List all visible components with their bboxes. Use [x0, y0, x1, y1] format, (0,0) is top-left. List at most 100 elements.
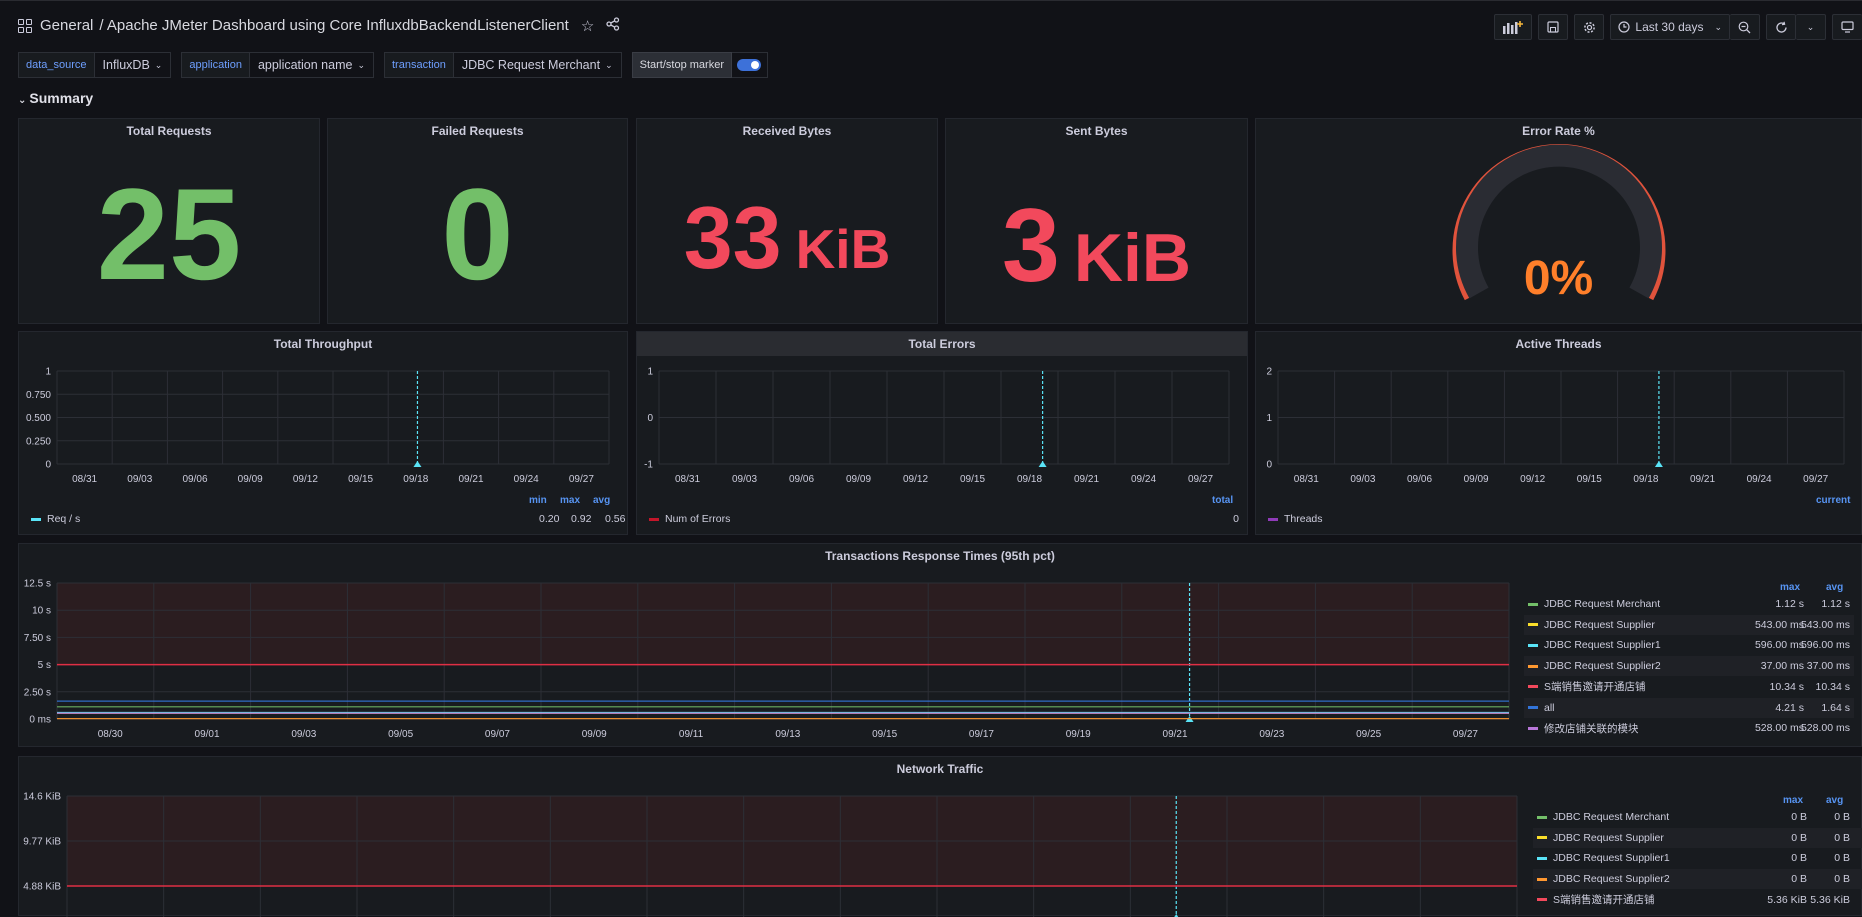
y-tick-label: 0 — [647, 413, 653, 424]
x-tick-label: 09/27 — [1803, 474, 1828, 485]
x-tick-label: 09/03 — [291, 729, 316, 740]
x-tick-label: 09/05 — [388, 729, 413, 740]
panel-total-throughput[interactable]: Total Throughput 1 0.750 0.500 0.250 0 08/31 0… — [18, 331, 628, 535]
network-traffic-chart: 14.6 KiB 9.77 KiB 4.88 KiB — [23, 792, 1518, 917]
x-tick-label: 09/09 — [582, 729, 607, 740]
panel-total-requests[interactable]: Total Requests 25 — [18, 118, 320, 324]
received-bytes-value: 33 — [683, 188, 782, 287]
y-tick-label: 1 — [647, 367, 653, 378]
panel-title: Error Rate % — [1522, 124, 1595, 138]
legend-item[interactable]: JDBC Request Supplier2 37.00 ms 37.00 ms — [1524, 656, 1854, 677]
panel-title: Active Threads — [1515, 337, 1602, 351]
received-bytes-display: 33 KiB — [637, 187, 937, 289]
x-tick-label: 09/06 — [789, 474, 814, 485]
legend-header-avg[interactable]: avg — [1826, 582, 1844, 593]
refresh-interval-button[interactable]: ⌄ — [1796, 14, 1826, 40]
zoom-out-button[interactable] — [1730, 14, 1760, 40]
x-tick-label: 09/21 — [1690, 474, 1715, 485]
save-dashboard-button[interactable] — [1538, 14, 1569, 40]
legend-item[interactable]: JDBC Request Supplier1 596.00 ms 596.00 ms — [1524, 635, 1854, 655]
chevron-down-icon: ⌄ — [1806, 21, 1815, 32]
legend-header-max: max — [560, 495, 581, 506]
legend-max: 0 B — [1791, 852, 1807, 865]
response-times-chart: 12.5 s 10 s 7.50 s 5 s 2.50 s 0 ms 08/30 09/01 0… — [24, 579, 1510, 740]
x-tick-label: 09/06 — [1407, 474, 1432, 485]
chevron-down-icon: ⌄ — [605, 59, 613, 70]
legend-item[interactable]: JDBC Request Merchant 1.12 s 1.12 s — [1524, 594, 1854, 614]
panel-title: Total Requests — [126, 124, 212, 138]
legend-avg: 0 B — [1834, 873, 1850, 886]
legend-label: JDBC Request Merchant — [1553, 811, 1670, 823]
legend-label: Req / s — [47, 513, 81, 525]
legend-label: S端销售邀请开通店铺 — [1553, 894, 1655, 907]
share-icon[interactable] — [606, 16, 620, 35]
legend-item[interactable]: Req / s 0.20 0.92 0.56 — [31, 509, 625, 529]
threads-chart: 2 1 0 08/31 09/03 09/06 09/09 09/12 09/15 09/18 09… — [1266, 367, 1845, 485]
panel-received-bytes[interactable]: Received Bytes 33 KiB — [636, 118, 938, 324]
x-tick-label: 09/17 — [969, 729, 994, 740]
application-select[interactable]: application name ⌄ — [249, 52, 374, 78]
breadcrumb-folder[interactable]: General — [40, 17, 94, 34]
legend-item[interactable]: S端销售邀请开通店铺 5.36 KiB 5.36 KiB — [1533, 890, 1862, 910]
panel-error-rate[interactable]: Error Rate % 0% — [1255, 118, 1862, 324]
x-tick-label: 09/19 — [1066, 729, 1091, 740]
panel-network-traffic[interactable]: Network Traffic 14.6 KiB 9.77 KiB 4.88 KiB… — [18, 756, 1862, 917]
legend-header-max[interactable]: max — [1783, 795, 1804, 806]
x-tick-label: 09/23 — [1259, 729, 1284, 740]
legend-total: 0 — [1233, 513, 1239, 525]
variable-data-source: data_source InfluxDB ⌄ — [18, 52, 172, 78]
legend-item[interactable]: Threads — [1268, 509, 1858, 529]
legend-avg: 5.36 KiB — [1810, 893, 1850, 906]
refresh-button[interactable] — [1766, 14, 1796, 40]
legend-max: 0.92 — [571, 513, 592, 525]
row-summary[interactable]: ⌄ Summary — [18, 90, 93, 106]
legend-item[interactable]: JDBC Request Supplier2 0 B 0 B — [1533, 869, 1862, 890]
legend-header-max[interactable]: max — [1780, 582, 1801, 593]
panel-active-threads[interactable]: Active Threads 2 1 0 08/31 09/03 09/06 09/09 09… — [1255, 331, 1862, 535]
transaction-select[interactable]: JDBC Request Merchant ⌄ — [453, 52, 622, 78]
marker-triangle — [413, 461, 422, 467]
add-panel-button[interactable] — [1494, 14, 1533, 40]
y-tick-label: 0 — [45, 460, 51, 471]
legend-item[interactable]: JDBC Request Supplier1 0 B 0 B — [1533, 848, 1862, 868]
error-rate-gauge — [1452, 144, 1666, 301]
x-tick-label: 09/01 — [195, 729, 220, 740]
panel-total-errors[interactable]: Total Errors 1 0 -1 08/31 09/03 09/06 09/09 09/… — [636, 331, 1248, 535]
legend-item[interactable]: all 4.21 s 1.64 s — [1524, 697, 1854, 718]
legend-avg: 0.56 — [605, 513, 626, 525]
start-stop-marker: Start/stop marker — [631, 52, 768, 78]
y-tick-label: 1 — [1266, 413, 1272, 424]
panel-sent-bytes[interactable]: Sent Bytes 3 KiB — [945, 118, 1248, 324]
legend-max: 4.21 s — [1775, 701, 1804, 714]
legend-label: Threads — [1284, 513, 1323, 525]
x-tick-label: 09/03 — [732, 474, 757, 485]
monitor-icon — [1841, 21, 1854, 33]
legend-label: 修改店铺关联的模块 — [1544, 722, 1639, 735]
legend-header-avg[interactable]: avg — [1826, 795, 1844, 806]
dashboard-title[interactable]: / Apache JMeter Dashboard using Core Inf… — [99, 17, 569, 34]
data-source-select[interactable]: InfluxDB ⌄ — [94, 52, 172, 78]
legend-item[interactable]: JDBC Request Supplier 0 B 0 B — [1533, 827, 1862, 848]
x-tick-label: 09/07 — [485, 729, 510, 740]
tv-mode-button[interactable] — [1832, 14, 1862, 40]
panel-failed-requests[interactable]: Failed Requests 0 — [327, 118, 628, 324]
legend-item[interactable]: Num of Errors 0 — [649, 509, 1243, 529]
legend-header-avg: avg — [593, 495, 611, 506]
legend-label: JDBC Request Supplier2 — [1544, 660, 1661, 673]
legend-item[interactable]: 修改店铺关联的模块 528.00 ms 528.00 ms — [1524, 718, 1854, 738]
legend-item[interactable]: S端销售邀请开通店铺 10.34 s 10.34 s — [1524, 677, 1854, 697]
panel-response-times[interactable]: Transactions Response Times (95th pct) 1… — [18, 543, 1862, 747]
dashboards-grid-icon[interactable] — [18, 18, 32, 33]
legend-swatch — [1537, 836, 1547, 840]
y-tick-label: 0 ms — [29, 715, 51, 726]
threshold-band — [57, 583, 1509, 665]
x-tick-label: 09/03 — [127, 474, 152, 485]
time-picker-button[interactable]: Last 30 days ⌄ — [1610, 14, 1730, 40]
legend-item[interactable]: JDBC Request Supplier 543.00 ms 543.00 ms — [1524, 614, 1854, 635]
star-icon[interactable]: ☆ — [580, 17, 595, 35]
legend-swatch — [1528, 664, 1538, 668]
refresh-icon — [1775, 21, 1787, 33]
dashboard-settings-button[interactable] — [1574, 14, 1605, 40]
marker-toggle[interactable] — [737, 59, 762, 71]
legend-item[interactable]: JDBC Request Merchant 0 B 0 B — [1533, 807, 1862, 827]
